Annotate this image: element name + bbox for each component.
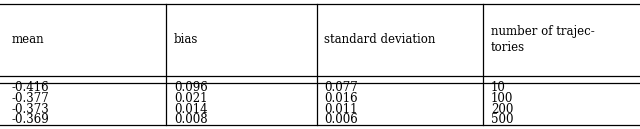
Text: 0.011: 0.011 — [324, 103, 358, 116]
Text: 0.077: 0.077 — [324, 81, 358, 94]
Text: 0.016: 0.016 — [324, 92, 358, 105]
Text: 0.096: 0.096 — [174, 81, 208, 94]
Text: bias: bias — [174, 34, 198, 46]
Text: 500: 500 — [491, 113, 513, 126]
Text: standard deviation: standard deviation — [324, 34, 436, 46]
Text: 0.021: 0.021 — [174, 92, 207, 105]
Text: 0.008: 0.008 — [174, 113, 208, 126]
Text: 10: 10 — [491, 81, 506, 94]
Text: -0.369: -0.369 — [12, 113, 49, 126]
Text: mean: mean — [12, 34, 44, 46]
Text: 200: 200 — [491, 103, 513, 116]
Text: 0.006: 0.006 — [324, 113, 358, 126]
Text: -0.416: -0.416 — [12, 81, 49, 94]
Text: -0.377: -0.377 — [12, 92, 49, 105]
Text: number of trajec-
tories: number of trajec- tories — [491, 26, 595, 54]
Text: -0.373: -0.373 — [12, 103, 49, 116]
Text: 0.014: 0.014 — [174, 103, 208, 116]
Text: 100: 100 — [491, 92, 513, 105]
